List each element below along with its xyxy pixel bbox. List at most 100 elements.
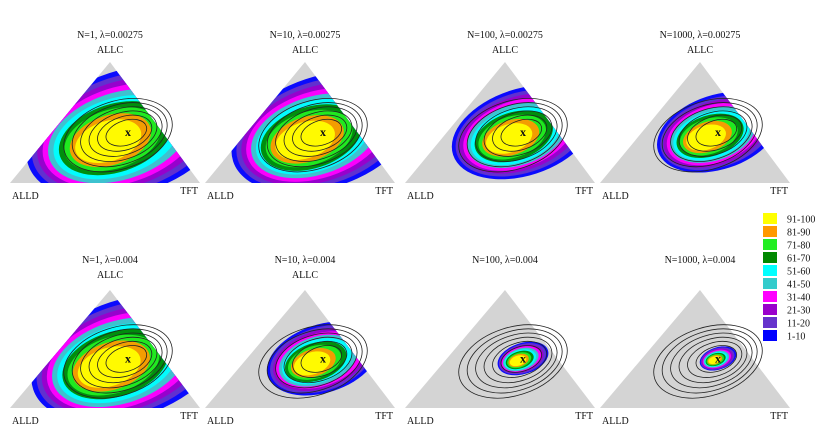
vertex-label-alld: ALLD (407, 416, 434, 427)
fixed-point-marker: x (520, 125, 526, 139)
vertex-label-alld: ALLD (602, 416, 629, 427)
vertex-label-allc: ALLC (492, 45, 518, 56)
contour-line (670, 106, 753, 162)
simplex-background (405, 290, 595, 408)
color-legend: 91-100 81-90 71-80 61-70 51-60 41-50 31-40 21-3… (763, 213, 815, 343)
contour-line (63, 324, 173, 399)
contour-line (283, 110, 353, 157)
contour-line (678, 110, 748, 157)
simplex-panels: x N=1, λ=0.00275 ALLC ALLD TFT x N=10, λ=0.002… (10, 30, 790, 427)
contour-line (475, 332, 558, 389)
contour-line (500, 345, 543, 373)
contour-line (492, 340, 548, 378)
legend-label: 1-10 (787, 332, 805, 343)
vertex-label-tft: TFT (375, 411, 393, 422)
contour-line (653, 324, 763, 399)
vertex-label-allc: ALLC (97, 45, 123, 56)
contour-lines (63, 98, 173, 173)
vertex-label-tft: TFT (575, 186, 593, 197)
contour-line (687, 114, 743, 152)
contour-lines (458, 324, 568, 399)
contour-line (105, 345, 148, 373)
contour-line (687, 340, 743, 378)
vertex-label-allc: ALLC (292, 45, 318, 56)
vertex-label-tft: TFT (180, 411, 198, 422)
contour-line (300, 118, 343, 147)
fixed-point-marker: x (520, 351, 526, 365)
contour-line (458, 324, 568, 399)
contour-line (475, 106, 558, 162)
panel-title: N=1000, λ=0.004 (665, 255, 736, 266)
contour-line (678, 336, 748, 384)
vertex-label-allc: ALLC (97, 270, 123, 281)
density-heatmap (497, 341, 549, 376)
vertex-label-tft: TFT (770, 411, 788, 422)
legend-item: 1-10 (763, 330, 805, 343)
contour-line (653, 98, 763, 173)
contour-line (266, 328, 363, 394)
contour-line (466, 328, 563, 394)
contour-line (483, 336, 553, 384)
panel-title: N=100, λ=0.00275 (467, 30, 543, 41)
simplex-background (600, 290, 790, 408)
fixed-point-marker: x (125, 351, 131, 365)
legend-swatch (763, 317, 777, 328)
legend-swatch (763, 278, 777, 289)
vertex-label-alld: ALLD (12, 416, 39, 427)
vertex-label-alld: ALLD (207, 416, 234, 427)
contour-line (266, 102, 363, 168)
legend-item: 81-90 (763, 226, 810, 239)
vertex-label-tft: TFT (180, 186, 198, 197)
legend-item: 11-20 (763, 317, 810, 330)
contour-line (88, 110, 158, 157)
contour-line (458, 98, 568, 173)
vertex-label-allc: ALLC (687, 45, 713, 56)
legend-label: 61-70 (787, 254, 810, 265)
density-band (486, 123, 533, 154)
legend-item: 31-40 (763, 291, 810, 304)
contour-lines (653, 324, 763, 399)
density-band (509, 355, 527, 367)
contour-lines (258, 98, 368, 173)
vertex-label-alld: ALLD (602, 191, 629, 202)
simplex-panel: x N=1000, λ=0.004 ALLD TFT (600, 255, 790, 427)
contour-line (105, 118, 148, 147)
contour-line (97, 340, 153, 378)
contour-line (258, 324, 368, 399)
panel-title: N=1, λ=0.00275 (77, 30, 143, 41)
vertex-label-alld: ALLD (12, 191, 39, 202)
contour-line (97, 114, 153, 152)
contour-line (466, 102, 563, 168)
legend-item: 21-30 (763, 304, 810, 317)
legend-label: 21-30 (787, 306, 810, 317)
simplex-panel: x N=10, λ=0.00275 ALLC ALLD TFT (205, 30, 395, 202)
contour-line (80, 332, 163, 389)
legend-item: 71-80 (763, 239, 810, 252)
contour-lines (458, 98, 568, 173)
density-band (77, 346, 141, 388)
legend-item: 61-70 (763, 252, 810, 265)
vertex-label-tft: TFT (575, 411, 593, 422)
vertex-label-alld: ALLD (207, 191, 234, 202)
density-band (686, 124, 726, 151)
legend-label: 11-20 (787, 319, 810, 330)
legend-swatch (763, 265, 777, 276)
contour-line (275, 332, 358, 389)
fixed-point-marker: x (715, 125, 721, 139)
legend-label: 41-50 (787, 280, 810, 291)
fixed-point-marker: x (320, 351, 326, 365)
simplex-panel: x N=10, λ=0.004 ALLC ALLD TFT (205, 255, 395, 427)
contour-line (492, 114, 548, 152)
vertex-label-tft: TFT (770, 186, 788, 197)
simplex-panel: x N=100, λ=0.00275 ALLC ALLD TFT (405, 30, 595, 202)
legend-item: 91-100 (763, 213, 815, 226)
legend-label: 51-60 (787, 267, 810, 278)
contour-line (80, 106, 163, 162)
contour-line (63, 98, 173, 173)
legend-label: 91-100 (787, 215, 815, 226)
legend-swatch (763, 213, 777, 224)
contour-line (258, 98, 368, 173)
contour-line (292, 340, 348, 378)
contour-lines (258, 324, 368, 399)
